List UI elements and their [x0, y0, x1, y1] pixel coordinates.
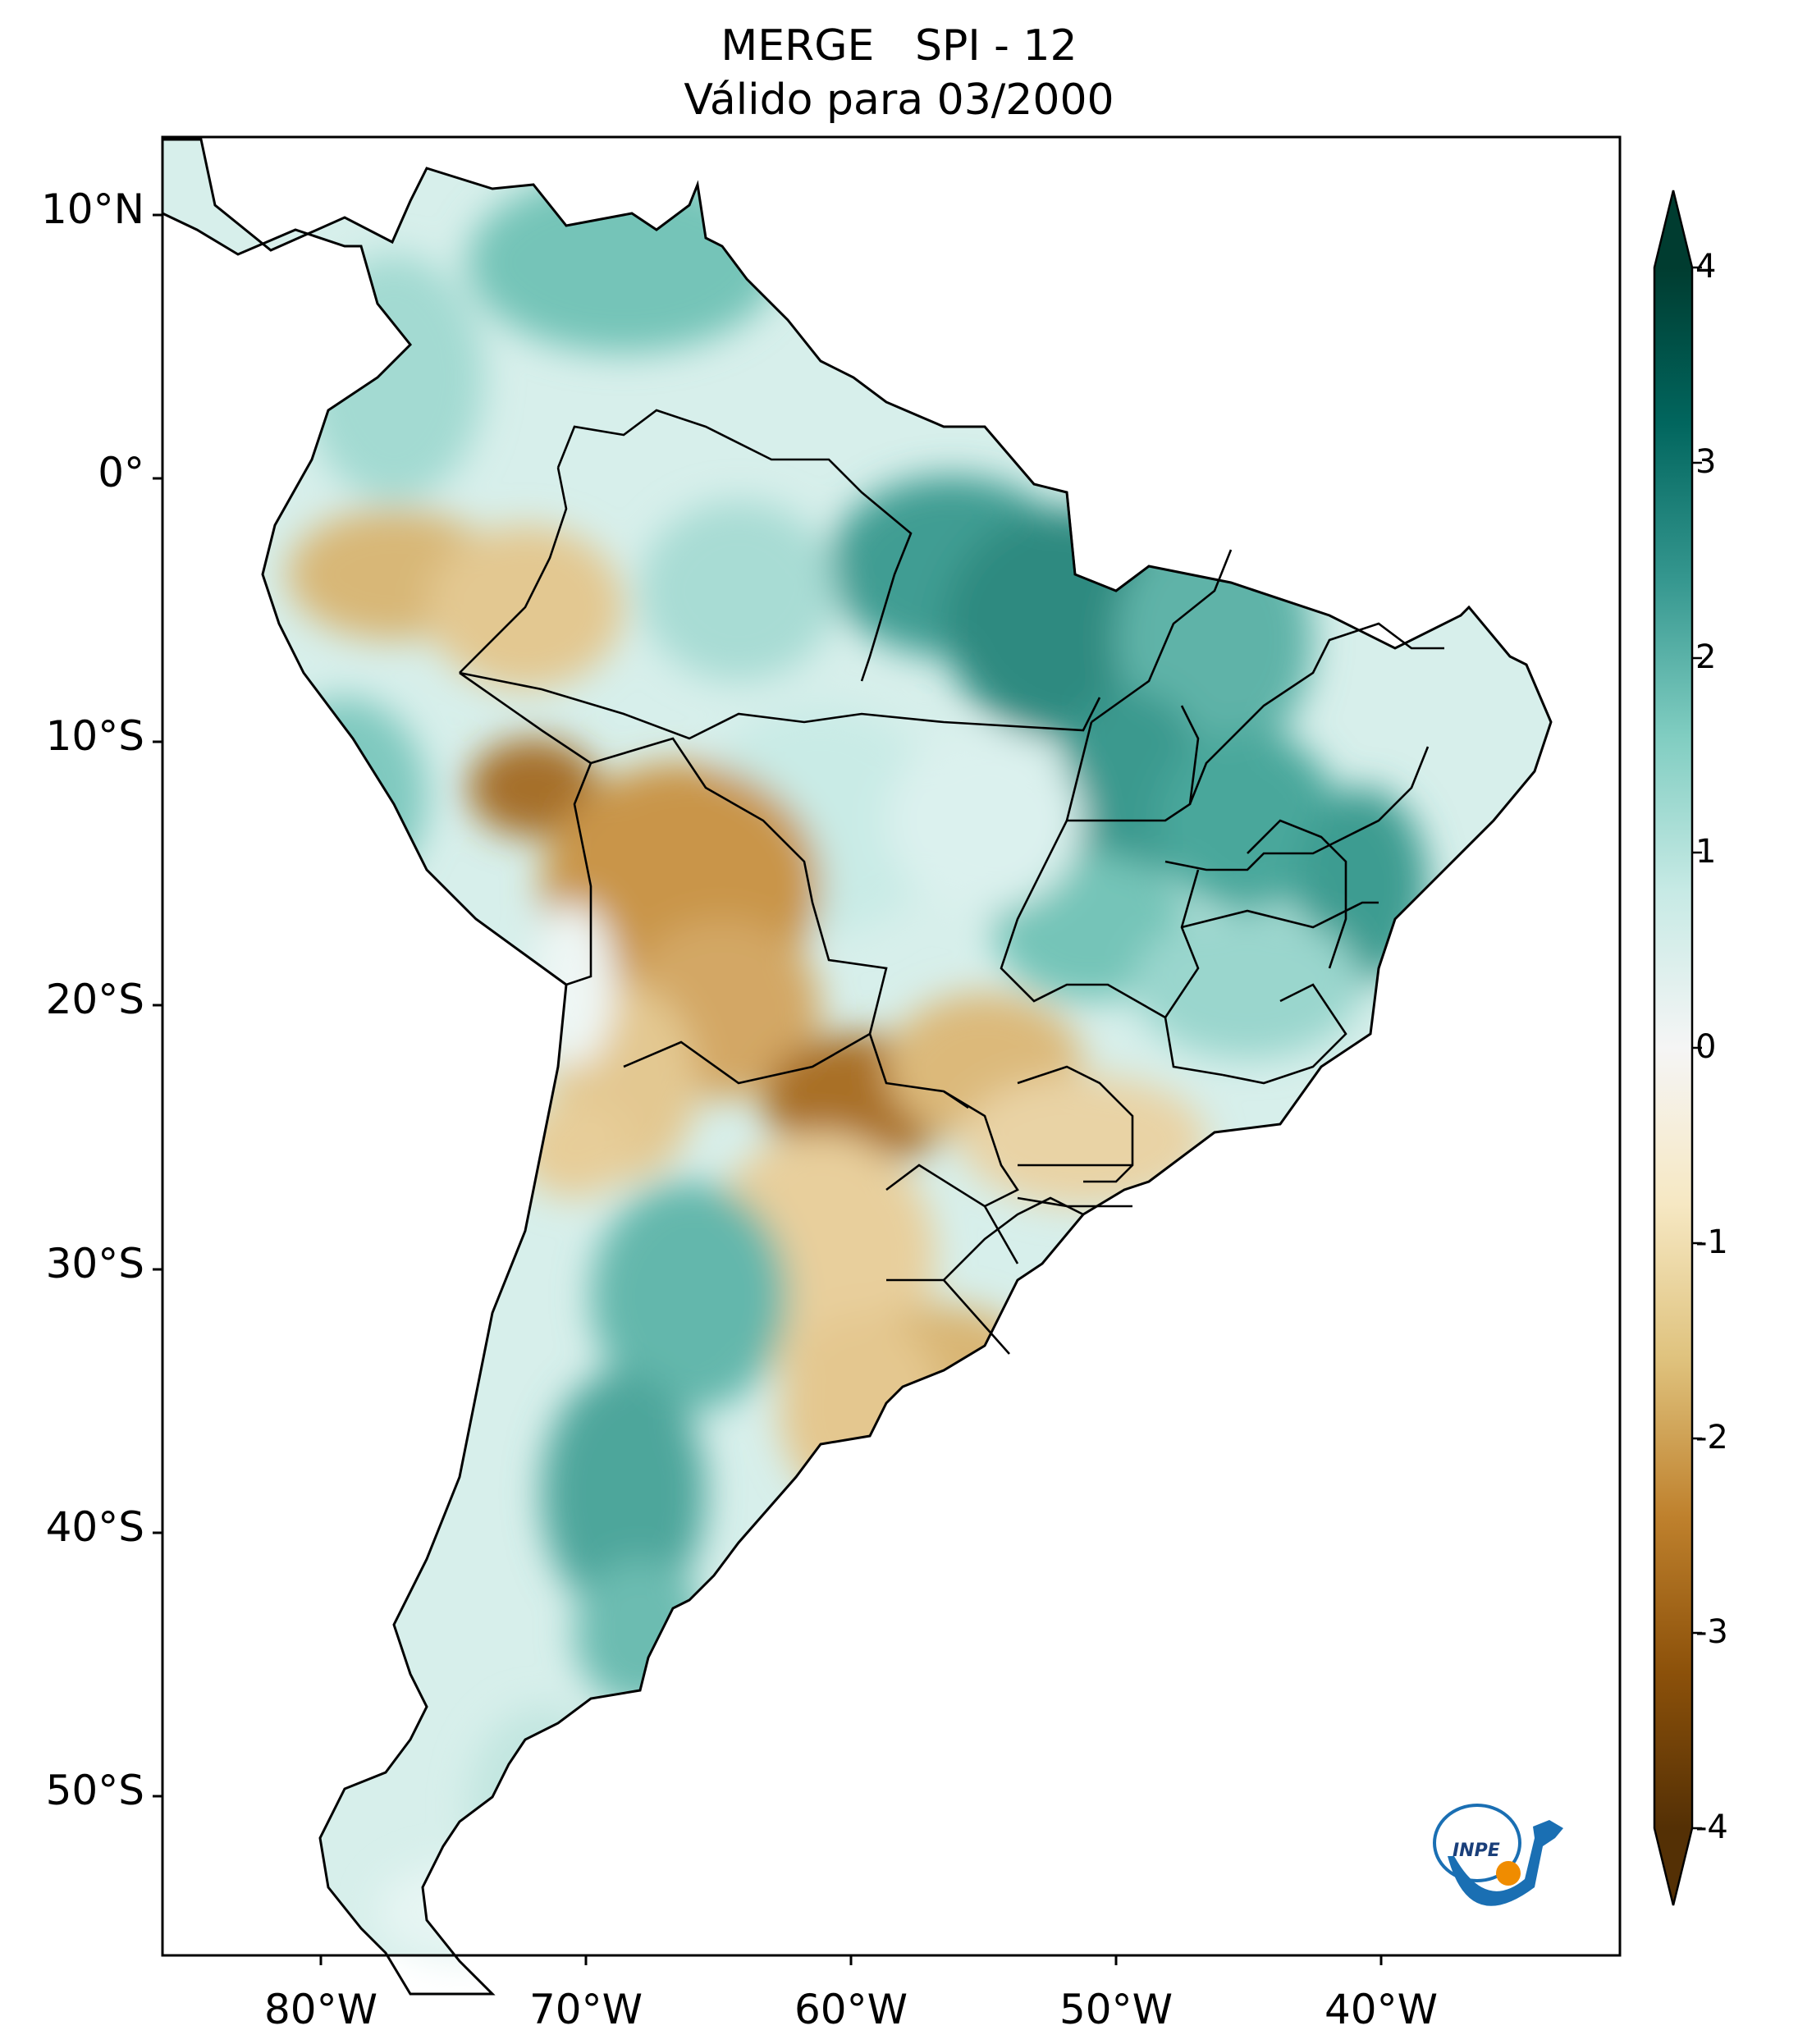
lat-label-20s: 20°S — [45, 976, 144, 1023]
colorbar-tick-neg2: -2 — [1695, 1419, 1728, 1456]
lat-label-40s: 40°S — [45, 1503, 144, 1551]
lat-label-0: 0° — [98, 449, 144, 496]
lat-label-50s: 50°S — [45, 1767, 144, 1814]
colorbar-tick-2: 2 — [1695, 638, 1717, 676]
lat-label-10s: 10°S — [45, 712, 144, 760]
lon-label-70w: 70°W — [528, 1986, 643, 2033]
colorbar-tick-0: 0 — [1695, 1028, 1717, 1066]
lat-label-30s: 30°S — [45, 1240, 144, 1287]
inpe-logo: INPE — [1433, 1804, 1563, 1906]
axis-ticks — [153, 213, 1383, 1965]
lon-label-40w: 40°W — [1324, 1986, 1439, 2033]
map-border — [161, 135, 1622, 1957]
colorbar-tick-neg3: -3 — [1695, 1613, 1728, 1651]
lat-label-10n: 10°N — [40, 185, 144, 233]
colorbar-tick-1: 1 — [1695, 833, 1717, 871]
colorbar-tick-3: 3 — [1695, 443, 1717, 481]
lon-label-50w: 50°W — [1059, 1986, 1174, 2033]
colorbar-tick-neg4: -4 — [1695, 1809, 1728, 1846]
colorbar-tick-neg1: -1 — [1695, 1223, 1728, 1261]
map-title: MERGE SPI - 12 — [721, 21, 1077, 71]
political-borders — [459, 409, 1444, 1355]
lon-label-80w: 80°W — [263, 1986, 378, 2033]
colorbar-tick-4: 4 — [1695, 248, 1717, 286]
colorbar — [1653, 190, 1702, 1906]
map-subtitle: Válido para 03/2000 — [684, 75, 1114, 125]
inpe-logo-text: INPE — [1453, 1841, 1500, 1861]
lon-label-60w: 60°W — [794, 1986, 908, 2033]
